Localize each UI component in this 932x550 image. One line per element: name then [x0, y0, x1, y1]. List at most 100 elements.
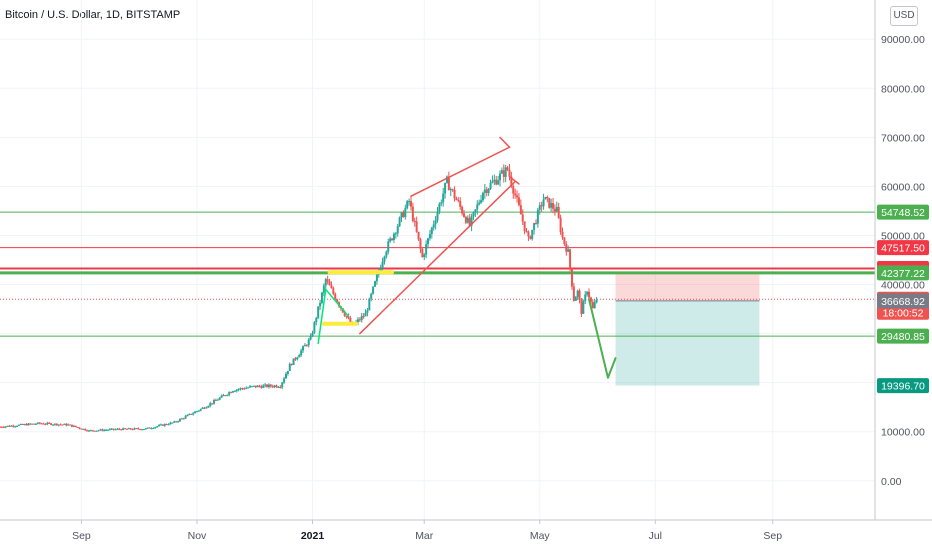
candle-body — [150, 428, 153, 430]
candle-body — [267, 384, 270, 387]
candle-body — [296, 357, 299, 360]
candle-body — [0, 426, 1, 428]
candle-body — [451, 189, 454, 191]
candle-body — [101, 429, 104, 431]
candle-body — [506, 167, 509, 170]
candle-body — [428, 234, 431, 239]
candle-body — [517, 197, 520, 206]
candle-body — [194, 411, 197, 414]
x-tick-label: May — [530, 530, 551, 542]
candle-body — [542, 199, 545, 207]
candle-body — [120, 429, 123, 431]
candle-body — [559, 217, 562, 233]
candle-body — [406, 201, 409, 209]
level-tag-label: 19396.70 — [881, 381, 925, 393]
candle-body — [173, 421, 176, 423]
candle-body — [283, 378, 286, 383]
candle-body — [21, 424, 24, 426]
candle-body — [277, 387, 280, 389]
grid — [0, 0, 875, 520]
candle-body — [55, 423, 58, 426]
candle-body — [6, 425, 9, 427]
candle-body — [298, 355, 301, 358]
wedge-lower-line — [359, 180, 516, 335]
candle-body — [574, 296, 577, 301]
y-tick-label: 60000.00 — [881, 181, 925, 193]
currency-button[interactable]: USD — [890, 6, 918, 26]
candle-body — [391, 238, 394, 241]
level-tag-label: 47517.50 — [881, 243, 925, 255]
candle-body — [461, 206, 464, 214]
level-tag-label: 29480.85 — [881, 331, 925, 343]
candle-body — [256, 385, 259, 388]
candle-body — [40, 423, 43, 425]
candle-body — [328, 281, 331, 286]
candle-body — [489, 182, 492, 189]
x-tick-label: Sep — [72, 530, 91, 542]
candle-body — [131, 429, 134, 431]
candle-body — [425, 244, 428, 255]
candle-body — [584, 294, 587, 302]
candle-body — [178, 419, 181, 422]
candle-body — [307, 339, 310, 346]
candle-body — [303, 345, 306, 347]
candle-body — [63, 423, 66, 425]
candle-body — [76, 426, 79, 428]
candle-body — [565, 243, 568, 252]
candle-body — [190, 413, 193, 415]
candle-body — [430, 227, 433, 235]
candle-body — [266, 384, 269, 387]
candle-body — [292, 358, 295, 366]
candle-body — [52, 424, 55, 426]
candle-body — [46, 422, 49, 425]
candle-body — [110, 428, 113, 430]
candle-body — [345, 315, 348, 317]
candle-body — [504, 167, 507, 177]
candle-body — [411, 206, 414, 221]
level-tag-label: 42377.22 — [881, 268, 925, 280]
candle-body — [463, 213, 466, 217]
candle-body — [203, 407, 206, 409]
candle-body — [576, 290, 579, 297]
level-tag-bg — [877, 378, 929, 394]
candle-body — [523, 221, 526, 232]
candle-body — [67, 424, 70, 426]
candle-body — [593, 302, 596, 309]
crosshair-price-tag-label: 36668.92 — [881, 296, 925, 308]
candle-body — [264, 384, 267, 386]
candle-body — [324, 279, 327, 286]
candle-body — [209, 403, 212, 406]
candle-body — [442, 193, 445, 203]
candle-body — [222, 395, 225, 397]
candle-body — [99, 429, 102, 431]
candle-body — [438, 203, 441, 212]
candle-body — [38, 422, 41, 424]
candle-body — [449, 189, 452, 191]
candle-body — [137, 428, 140, 430]
candle-body — [546, 197, 549, 199]
candle-body — [563, 237, 566, 244]
candle-body — [195, 411, 198, 413]
candle-body — [192, 413, 195, 415]
candle-body — [80, 428, 83, 430]
candle-body — [74, 425, 77, 427]
candle-body — [495, 179, 498, 185]
y-tick-label: 90000.00 — [881, 34, 925, 46]
candle-body — [288, 363, 291, 371]
candle-body — [86, 430, 89, 432]
y-tick-label: 40000.00 — [881, 280, 925, 292]
candle-body — [82, 428, 85, 430]
candle-body — [175, 421, 178, 423]
candle-body — [241, 388, 244, 390]
candle-body — [262, 385, 265, 388]
candle-body — [50, 423, 53, 425]
candle-body — [383, 256, 386, 262]
candle-body — [421, 248, 424, 258]
candle-body — [394, 233, 397, 235]
candle-body — [154, 426, 157, 428]
candle-body — [408, 201, 411, 203]
candle-body — [23, 424, 26, 426]
candle-body — [284, 373, 287, 379]
candle-body — [294, 358, 297, 360]
